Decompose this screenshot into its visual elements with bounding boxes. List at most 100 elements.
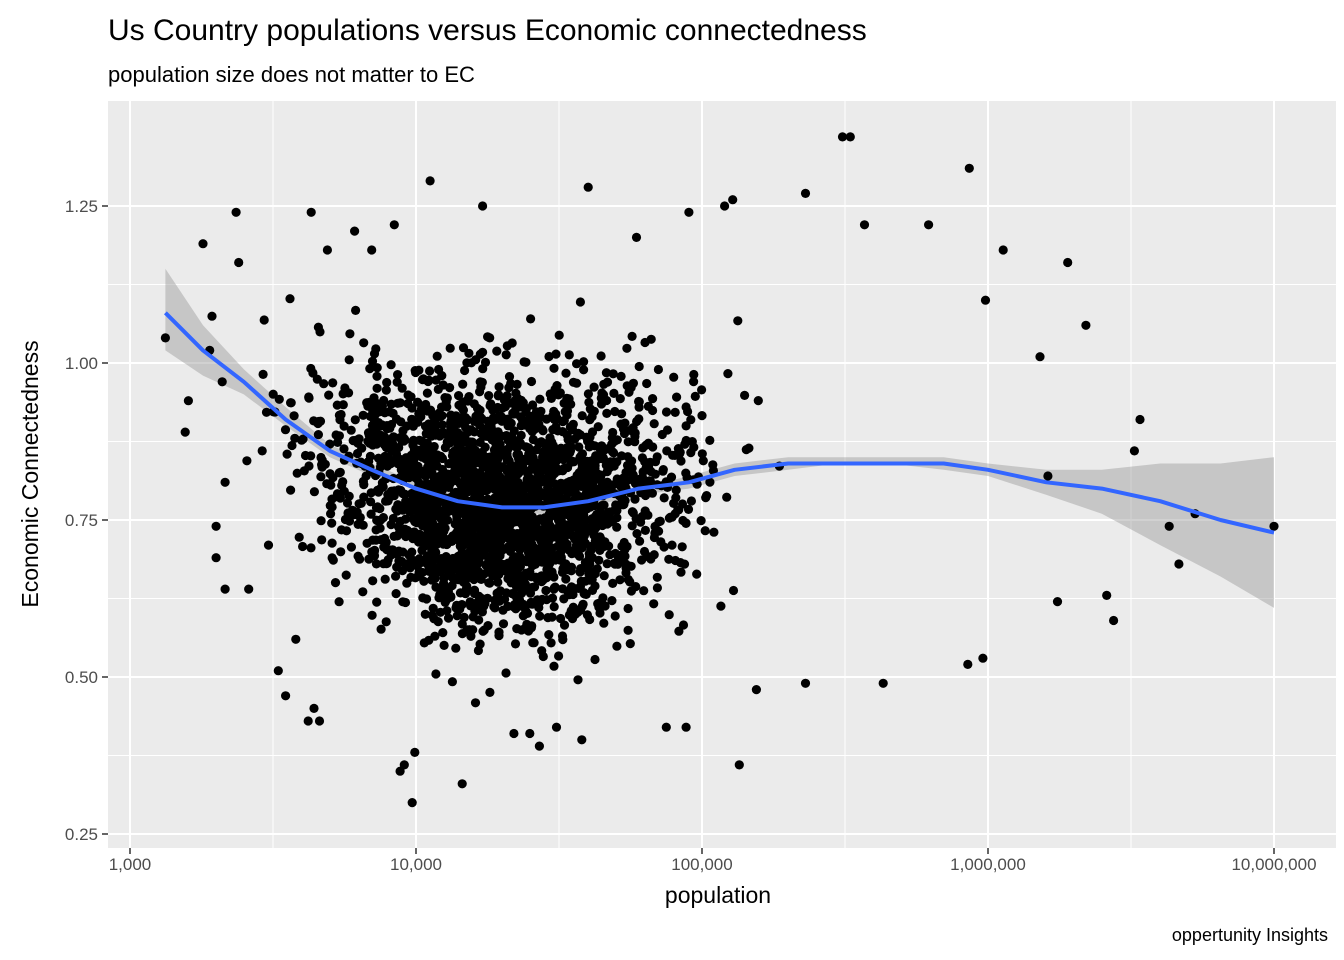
scatter-point xyxy=(533,467,543,478)
scatter-point xyxy=(460,447,470,458)
scatter-point xyxy=(530,582,540,592)
scatter-point xyxy=(640,337,650,348)
scatter-point xyxy=(627,521,637,531)
smooth-line-path xyxy=(163,311,1275,535)
scatter-point xyxy=(448,473,458,484)
scatter-point xyxy=(352,448,363,459)
scatter-point xyxy=(683,406,693,417)
scatter-point xyxy=(392,562,402,572)
scatter-point xyxy=(546,393,557,403)
scatter-point xyxy=(435,590,445,600)
scatter-point xyxy=(600,537,610,547)
scatter-point xyxy=(220,584,230,594)
scatter-point xyxy=(354,434,364,444)
scatter-point xyxy=(509,426,519,436)
scatter-point xyxy=(335,467,345,477)
scatter-point xyxy=(648,405,658,416)
scatter-point xyxy=(344,355,354,365)
scatter-point xyxy=(576,576,586,587)
scatter-point xyxy=(597,501,607,511)
scatter-point xyxy=(180,427,190,437)
scatter-point xyxy=(314,416,324,427)
scatter-point xyxy=(479,550,489,560)
scatter-point xyxy=(433,384,443,394)
scatter-point xyxy=(549,602,559,612)
scatter-point xyxy=(475,387,485,397)
scatter-point xyxy=(502,559,512,569)
y-tick-label: 0.75 xyxy=(65,511,98,530)
scatter-point xyxy=(512,624,522,634)
scatter-point xyxy=(494,382,504,392)
scatter-point xyxy=(325,439,335,449)
scatter-point xyxy=(381,617,391,627)
scatter-point xyxy=(368,405,378,415)
scatter-point xyxy=(669,498,679,508)
scatter-point xyxy=(634,361,644,372)
scatter-point xyxy=(522,625,532,635)
scatter-point xyxy=(381,385,391,395)
scatter-point xyxy=(568,583,578,593)
scatter-point xyxy=(327,494,337,504)
scatter-point xyxy=(552,550,562,560)
scatter-point xyxy=(650,457,661,467)
scatter-point xyxy=(494,627,504,637)
scatter-point xyxy=(429,442,439,452)
scatter-point xyxy=(528,517,538,527)
scatter-point xyxy=(640,490,651,501)
scatter-point xyxy=(434,531,444,542)
scatter-point xyxy=(534,741,545,751)
scatter-point xyxy=(431,421,441,431)
scatter-point xyxy=(510,603,521,613)
scatter-point xyxy=(428,603,438,613)
scatter-point xyxy=(258,369,268,379)
scatter-point xyxy=(516,494,527,504)
scatter-point xyxy=(677,499,688,509)
scatter-point xyxy=(587,514,597,524)
scatter-point xyxy=(528,434,538,445)
scatter-point xyxy=(878,678,888,688)
scatter-point xyxy=(418,375,428,385)
scatter-point xyxy=(553,390,564,400)
scatter-point xyxy=(504,496,514,506)
scatter-point xyxy=(648,394,658,404)
scatter-point xyxy=(467,486,477,496)
scatter-point xyxy=(554,533,564,543)
scatter-point xyxy=(436,451,446,461)
scatter-point xyxy=(561,574,571,584)
scatter-point xyxy=(316,472,326,482)
chart-caption: oppertunity Insights xyxy=(1172,925,1328,945)
scatter-point xyxy=(386,360,396,370)
scatter-point xyxy=(578,599,588,609)
scatter-point xyxy=(373,502,383,512)
scatter-point xyxy=(697,449,707,459)
scatter-point xyxy=(589,525,600,535)
scatter-point xyxy=(388,513,398,524)
scatter-point xyxy=(359,492,369,502)
y-tick-label: 0.25 xyxy=(65,825,98,844)
scatter-point xyxy=(546,638,556,648)
scatter-point xyxy=(354,499,364,509)
scatter-point xyxy=(334,597,344,607)
scatter-point xyxy=(439,640,449,651)
scatter-point xyxy=(369,551,380,561)
scatter-point xyxy=(599,618,609,628)
scatter-point xyxy=(659,493,669,503)
scatter-point xyxy=(478,347,488,357)
scatter-point xyxy=(322,245,332,255)
scatter-point xyxy=(366,509,376,519)
scatter-point xyxy=(509,728,519,739)
scatter-point xyxy=(980,295,991,305)
scatter-point xyxy=(672,392,682,402)
chart-subtitle: population size does not matter to EC xyxy=(108,62,475,87)
scatter-point xyxy=(336,547,346,557)
scatter-point xyxy=(639,586,649,596)
scatter-point xyxy=(608,578,618,589)
x-tick-label: 1,000,000 xyxy=(950,855,1026,874)
scatter-point xyxy=(583,182,593,192)
scatter-point xyxy=(371,344,381,354)
scatter-point xyxy=(602,408,612,418)
scatter-point xyxy=(330,578,341,588)
scatter-point xyxy=(558,635,568,645)
x-tick-label: 10,000,000 xyxy=(1231,855,1316,874)
scatter-point xyxy=(468,625,478,635)
